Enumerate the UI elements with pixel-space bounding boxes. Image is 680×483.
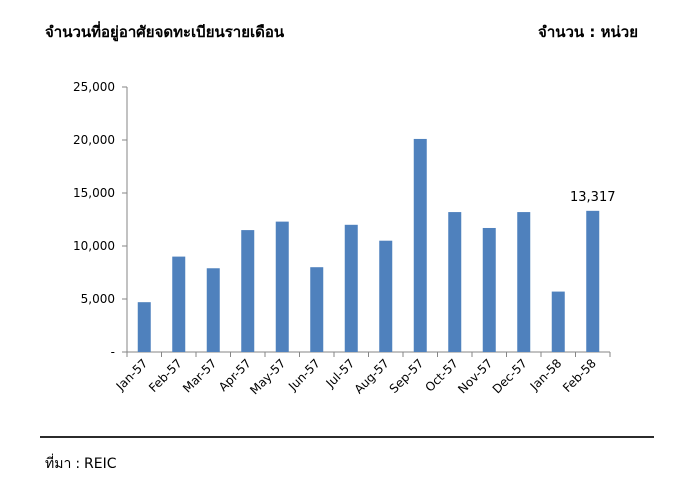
bar-oct-57 — [448, 212, 462, 352]
chart-title: จำนวนที่อยู่อาศัยจดทะเบียนรายเดือน — [45, 23, 285, 41]
bar-chart: -5,00010,00015,00020,00025,000Jan-57Feb-… — [73, 80, 616, 397]
x-tick-label: Dec-57 — [490, 356, 530, 396]
footer-divider — [40, 436, 654, 438]
source-value: REIC — [84, 456, 117, 472]
x-tick-label: Sep-57 — [387, 356, 427, 396]
bar-apr-57 — [241, 230, 255, 352]
x-tick-label: Aug-57 — [352, 356, 392, 396]
bar-sep-57 — [413, 138, 427, 352]
y-tick-label: 20,000 — [73, 133, 115, 147]
x-tick-label: May-57 — [247, 356, 288, 397]
bar-jan-57 — [137, 302, 151, 352]
bar-feb-58 — [586, 210, 600, 352]
bar-jan-58 — [551, 291, 565, 352]
bar-dec-57 — [517, 212, 531, 352]
x-tick-label: Feb-57 — [146, 356, 185, 395]
bar-feb-57 — [172, 256, 186, 352]
source-label: ที่มา — [45, 456, 72, 472]
unit-label: จำนวน : หน่วย — [538, 23, 638, 41]
bar-aug-57 — [379, 240, 393, 352]
source-separator: : — [75, 456, 81, 472]
x-tick-label: Jan-58 — [527, 356, 565, 394]
x-tick-label: Nov-57 — [455, 356, 495, 396]
x-tick-label: Jun-57 — [285, 356, 323, 394]
x-tick-label: Mar-57 — [180, 356, 219, 395]
y-tick-label: 15,000 — [73, 186, 115, 200]
bar-nov-57 — [482, 227, 496, 352]
bar-jun-57 — [310, 267, 324, 352]
x-tick-label: Feb-58 — [560, 356, 599, 395]
data-label: 13,317 — [570, 190, 616, 205]
bar-may-57 — [275, 221, 289, 352]
y-tick-label: 10,000 — [73, 239, 115, 253]
x-tick-label: Jan-57 — [113, 356, 151, 394]
y-tick-label: - — [111, 345, 115, 359]
bar-mar-57 — [206, 268, 220, 352]
x-tick-label: Oct-57 — [422, 356, 460, 394]
y-tick-label: 25,000 — [73, 80, 115, 94]
bar-jul-57 — [344, 224, 358, 352]
source-note: ที่มา: REIC — [45, 453, 117, 475]
y-tick-label: 5,000 — [81, 292, 115, 306]
